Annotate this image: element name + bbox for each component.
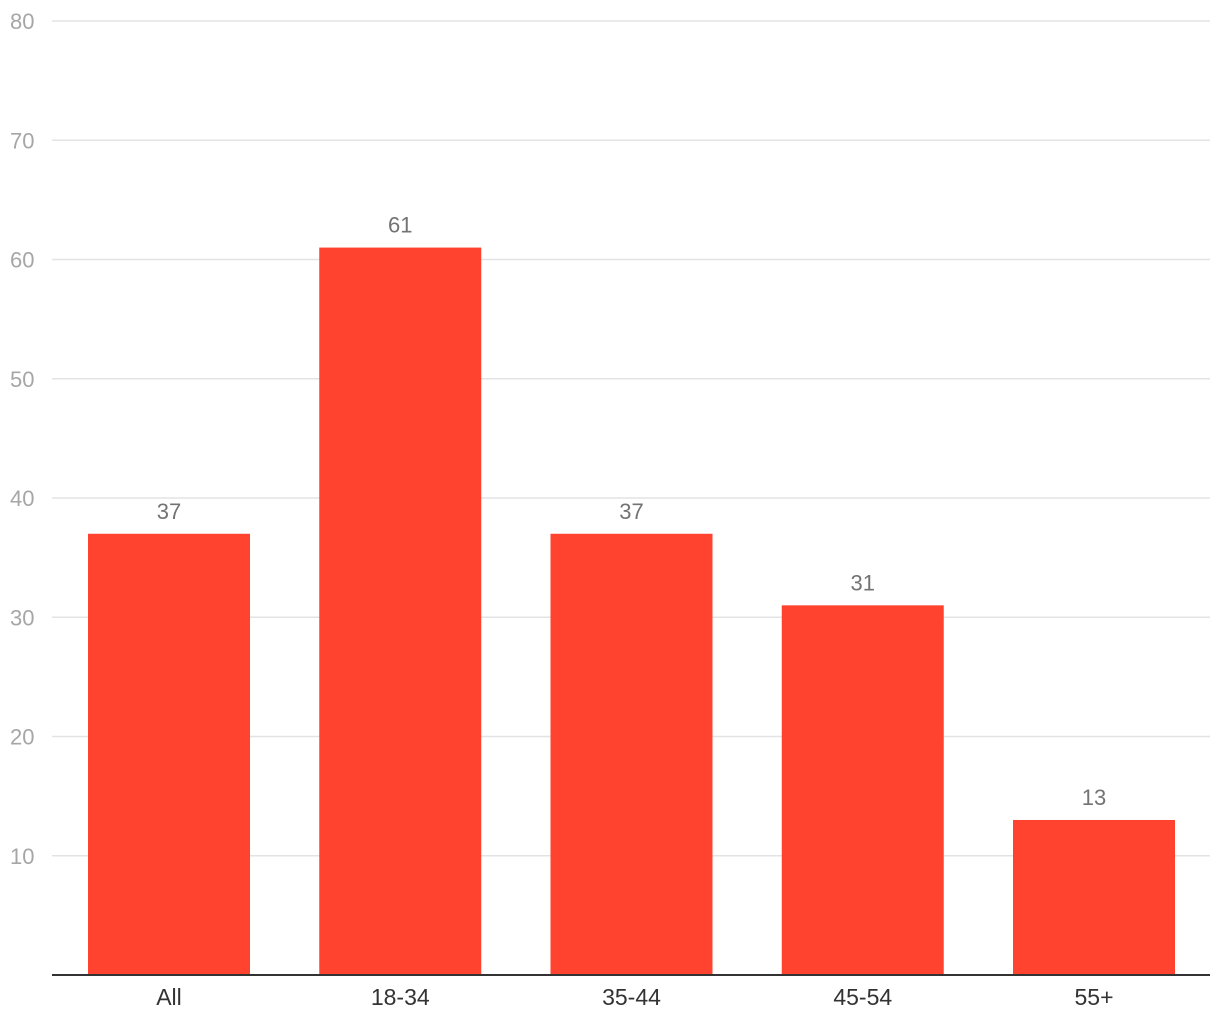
y-tick-label-50: 50 [10,367,34,392]
y-tick-label-30: 30 [10,605,34,630]
x-tick-label-All: All [156,984,182,1010]
y-axis-tick-labels: 10 20 30 40 50 60 70 80 [10,9,34,869]
y-tick-label-80: 80 [10,9,34,34]
y-tick-label-10: 10 [10,844,34,869]
bar-35-44 [550,533,713,975]
x-tick-label-18-34: 18-34 [371,984,430,1010]
y-tick-label-20: 20 [10,725,34,750]
x-axis-tick-labels: All 18-34 35-44 45-54 55+ [156,984,1113,1010]
x-tick-label-45-54: 45-54 [833,984,892,1010]
bar-value-label-45-54: 31 [851,570,875,595]
y-tick-label-60: 60 [10,248,34,273]
bar-All [88,533,250,975]
bar-value-label-55+: 13 [1082,785,1106,810]
bar-value-label-18-34: 61 [388,213,412,238]
bar-45-54 [781,605,944,975]
bar-18-34 [319,247,482,975]
bar-value-label-35-44: 37 [619,499,643,524]
bar-55+ [1013,819,1175,975]
bars [88,247,1175,975]
x-tick-label-35-44: 35-44 [602,984,661,1010]
y-tick-label-70: 70 [10,128,34,153]
y-tick-label-40: 40 [10,486,34,511]
bar-value-labels: 37 61 37 31 13 [157,213,1106,810]
x-tick-label-55+: 55+ [1074,984,1113,1010]
bar-value-label-All: 37 [157,499,181,524]
